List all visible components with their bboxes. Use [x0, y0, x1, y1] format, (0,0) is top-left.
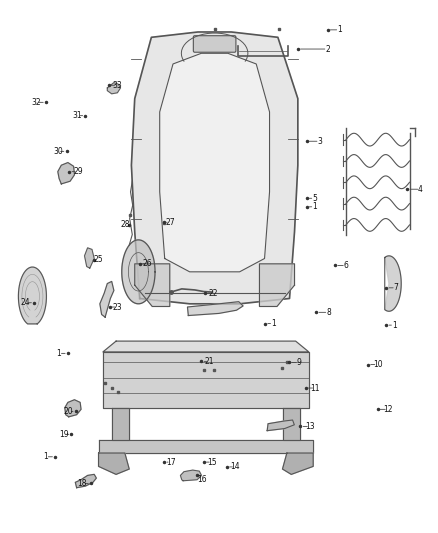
Polygon shape — [385, 256, 401, 311]
Text: 17: 17 — [166, 458, 176, 466]
Text: 21: 21 — [205, 357, 214, 366]
Text: 23: 23 — [113, 303, 122, 311]
Text: 3: 3 — [317, 137, 322, 146]
Polygon shape — [103, 341, 309, 352]
Polygon shape — [85, 248, 94, 268]
Text: 1: 1 — [392, 321, 396, 329]
Text: 14: 14 — [230, 463, 240, 471]
Text: 24: 24 — [21, 298, 30, 307]
Polygon shape — [58, 163, 74, 184]
Text: 25: 25 — [93, 255, 103, 264]
Text: 1: 1 — [271, 319, 276, 328]
Polygon shape — [103, 352, 309, 408]
Polygon shape — [100, 281, 114, 317]
Polygon shape — [259, 264, 294, 306]
Text: 32: 32 — [31, 98, 41, 107]
Text: 10: 10 — [373, 360, 382, 369]
Polygon shape — [187, 302, 243, 316]
Polygon shape — [283, 408, 300, 440]
Text: 33: 33 — [113, 81, 122, 90]
Polygon shape — [107, 83, 120, 94]
Text: 9: 9 — [297, 358, 302, 367]
Text: 5: 5 — [312, 194, 317, 203]
Polygon shape — [160, 53, 269, 272]
Polygon shape — [180, 470, 201, 481]
Text: 16: 16 — [198, 475, 207, 484]
Text: 13: 13 — [305, 422, 315, 431]
Polygon shape — [65, 400, 81, 417]
Text: 12: 12 — [383, 405, 393, 414]
Polygon shape — [283, 453, 313, 474]
Polygon shape — [99, 440, 313, 453]
Text: 1: 1 — [57, 349, 61, 358]
Polygon shape — [99, 453, 129, 474]
Text: 1: 1 — [337, 26, 342, 34]
Text: 22: 22 — [209, 289, 219, 297]
Text: 29: 29 — [73, 167, 83, 176]
Text: 15: 15 — [207, 458, 217, 466]
Polygon shape — [18, 267, 46, 324]
Text: 31: 31 — [73, 111, 82, 120]
Text: 18: 18 — [78, 479, 87, 488]
Text: 27: 27 — [165, 218, 175, 227]
Polygon shape — [131, 32, 298, 304]
Text: 19: 19 — [60, 430, 69, 439]
FancyBboxPatch shape — [193, 36, 236, 52]
Text: 20: 20 — [64, 407, 74, 416]
Polygon shape — [267, 420, 294, 431]
Text: 1: 1 — [43, 453, 48, 461]
Polygon shape — [135, 264, 170, 306]
Text: 2: 2 — [325, 45, 330, 53]
Text: 7: 7 — [393, 284, 399, 292]
Text: 28: 28 — [121, 221, 131, 229]
Polygon shape — [75, 474, 96, 488]
Text: 30: 30 — [53, 147, 63, 156]
Text: 6: 6 — [343, 261, 349, 270]
Polygon shape — [112, 408, 129, 440]
Text: 1: 1 — [312, 203, 317, 211]
Text: 4: 4 — [418, 185, 423, 193]
Polygon shape — [122, 240, 155, 304]
Text: 26: 26 — [143, 260, 152, 268]
Text: 8: 8 — [326, 308, 331, 317]
Text: 11: 11 — [311, 384, 320, 392]
